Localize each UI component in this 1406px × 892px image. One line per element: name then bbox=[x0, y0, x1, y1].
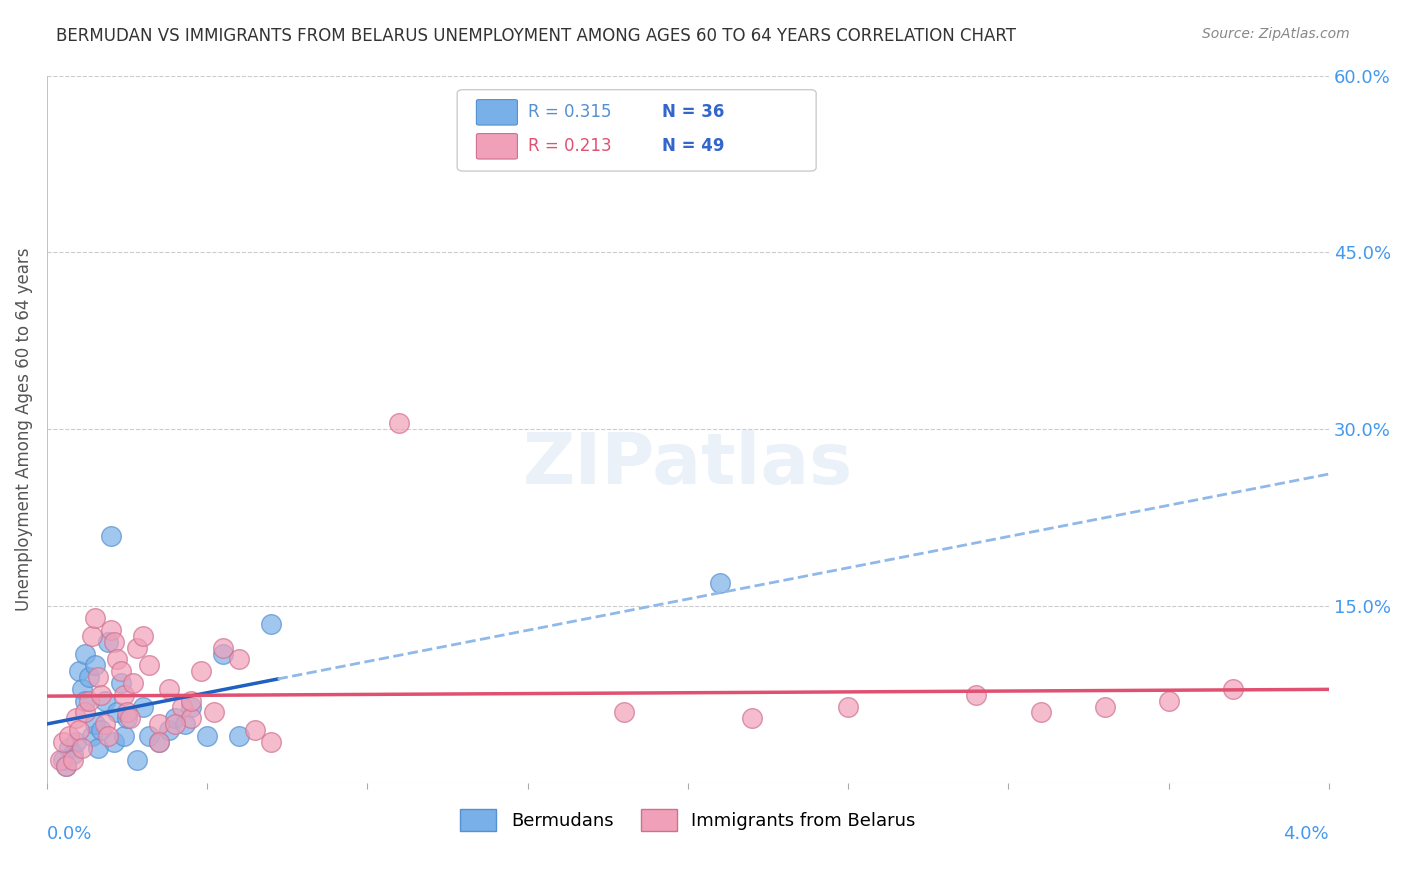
Point bbox=[157, 723, 180, 738]
Point bbox=[80, 629, 103, 643]
Point bbox=[132, 629, 155, 643]
Point bbox=[1029, 706, 1052, 720]
Point bbox=[180, 699, 202, 714]
Point bbox=[75, 647, 97, 661]
Point bbox=[613, 706, 636, 720]
Point bbox=[55, 758, 77, 772]
Point bbox=[87, 670, 110, 684]
Point bbox=[100, 528, 122, 542]
Point bbox=[84, 717, 107, 731]
Point bbox=[112, 688, 135, 702]
Point bbox=[148, 735, 170, 749]
Point bbox=[125, 753, 148, 767]
Text: Source: ZipAtlas.com: Source: ZipAtlas.com bbox=[1202, 27, 1350, 41]
Point bbox=[67, 723, 90, 738]
Point bbox=[62, 753, 84, 767]
Point bbox=[965, 688, 987, 702]
Point bbox=[202, 706, 225, 720]
Point bbox=[837, 699, 859, 714]
Point bbox=[122, 676, 145, 690]
Point bbox=[77, 670, 100, 684]
Point bbox=[93, 717, 115, 731]
Point bbox=[173, 717, 195, 731]
Point bbox=[75, 694, 97, 708]
Point bbox=[195, 729, 218, 743]
Point bbox=[228, 652, 250, 666]
Point bbox=[212, 647, 235, 661]
Point bbox=[165, 717, 187, 731]
Point bbox=[190, 664, 212, 678]
Point bbox=[260, 735, 283, 749]
Point bbox=[132, 699, 155, 714]
FancyBboxPatch shape bbox=[457, 90, 815, 171]
Point bbox=[48, 753, 70, 767]
Point bbox=[84, 658, 107, 673]
Text: R = 0.315: R = 0.315 bbox=[527, 103, 612, 120]
Point bbox=[138, 729, 160, 743]
Point bbox=[212, 640, 235, 655]
Point bbox=[120, 711, 142, 725]
Point bbox=[87, 740, 110, 755]
Point bbox=[75, 706, 97, 720]
Point bbox=[228, 729, 250, 743]
Point bbox=[1157, 694, 1180, 708]
Legend: Bermudans, Immigrants from Belarus: Bermudans, Immigrants from Belarus bbox=[453, 801, 922, 838]
Point bbox=[138, 658, 160, 673]
Point bbox=[103, 735, 125, 749]
Point bbox=[58, 740, 80, 755]
Text: N = 36: N = 36 bbox=[662, 103, 724, 120]
Point bbox=[90, 723, 112, 738]
Point bbox=[62, 747, 84, 761]
Point bbox=[112, 729, 135, 743]
Point bbox=[110, 664, 132, 678]
Point bbox=[100, 623, 122, 637]
Point bbox=[110, 676, 132, 690]
Point bbox=[115, 711, 138, 725]
Point bbox=[52, 753, 75, 767]
Point bbox=[65, 711, 87, 725]
Point bbox=[157, 681, 180, 696]
Point bbox=[388, 417, 411, 431]
Point bbox=[65, 735, 87, 749]
Point bbox=[245, 723, 267, 738]
Point bbox=[709, 575, 731, 590]
Point bbox=[70, 681, 93, 696]
Point bbox=[52, 735, 75, 749]
Text: BERMUDAN VS IMMIGRANTS FROM BELARUS UNEMPLOYMENT AMONG AGES 60 TO 64 YEARS CORRE: BERMUDAN VS IMMIGRANTS FROM BELARUS UNEM… bbox=[56, 27, 1017, 45]
Point bbox=[148, 735, 170, 749]
Point bbox=[1222, 681, 1244, 696]
Point bbox=[93, 694, 115, 708]
Point bbox=[90, 688, 112, 702]
FancyBboxPatch shape bbox=[477, 134, 517, 159]
Point bbox=[97, 729, 120, 743]
Text: 0.0%: 0.0% bbox=[46, 824, 93, 843]
Point bbox=[170, 699, 193, 714]
Point bbox=[165, 711, 187, 725]
Point bbox=[55, 758, 77, 772]
Point bbox=[115, 706, 138, 720]
Point bbox=[107, 652, 129, 666]
Point bbox=[97, 634, 120, 648]
Point bbox=[77, 694, 100, 708]
Point bbox=[80, 729, 103, 743]
Point bbox=[70, 740, 93, 755]
Text: ZIPatlas: ZIPatlas bbox=[523, 430, 853, 500]
Point bbox=[1094, 699, 1116, 714]
Point bbox=[180, 711, 202, 725]
Point bbox=[84, 611, 107, 625]
Point bbox=[67, 664, 90, 678]
Point bbox=[107, 706, 129, 720]
Text: N = 49: N = 49 bbox=[662, 136, 725, 154]
Point bbox=[148, 717, 170, 731]
Point bbox=[103, 634, 125, 648]
Point bbox=[180, 694, 202, 708]
Text: 4.0%: 4.0% bbox=[1284, 824, 1329, 843]
Point bbox=[260, 617, 283, 632]
Point bbox=[125, 640, 148, 655]
Text: R = 0.213: R = 0.213 bbox=[527, 136, 612, 154]
FancyBboxPatch shape bbox=[477, 100, 517, 125]
Point bbox=[741, 711, 763, 725]
Point bbox=[58, 729, 80, 743]
Y-axis label: Unemployment Among Ages 60 to 64 years: Unemployment Among Ages 60 to 64 years bbox=[15, 248, 32, 611]
